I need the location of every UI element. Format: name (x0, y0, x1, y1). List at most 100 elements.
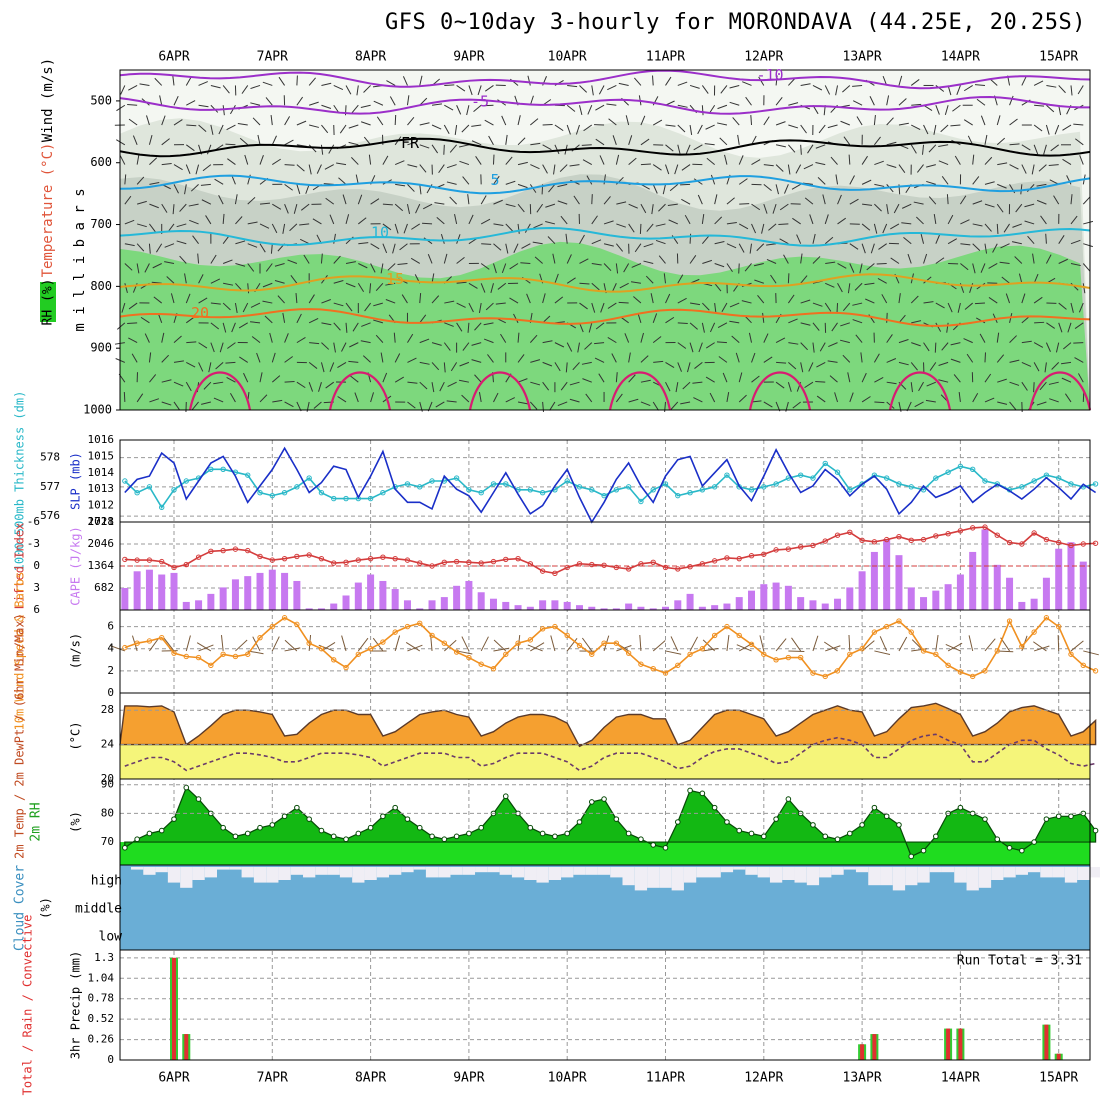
wind-barb (684, 214, 691, 225)
wind-barb (595, 322, 605, 330)
wind-barb (296, 120, 307, 126)
wind-barb (751, 400, 762, 403)
lifted-index-series-point (478, 560, 484, 566)
cape-bar (551, 600, 559, 610)
wind-barb (186, 341, 197, 344)
surface-wind-barb (1033, 645, 1050, 652)
wind-barb (226, 377, 236, 383)
cape-bar (883, 539, 891, 610)
surface-wind-barb (480, 636, 489, 652)
wind-barb (218, 195, 224, 205)
wind-barb (861, 223, 871, 231)
wind-barb (944, 105, 949, 115)
wind-barb (595, 104, 605, 111)
wind-barb (239, 356, 248, 363)
wind-barb (219, 342, 224, 353)
wind-speed-series-point (134, 640, 140, 646)
wind-barb (1045, 254, 1052, 264)
cape-bar (317, 608, 325, 610)
wind-barb (361, 322, 371, 327)
wind-barb (766, 258, 777, 264)
wind-barb (333, 322, 341, 331)
lifted-index-series-point (847, 529, 853, 535)
clear-sky-segment (892, 867, 906, 891)
wind-barb (321, 299, 331, 304)
wind-barb (173, 164, 183, 171)
wind-barb (308, 382, 314, 392)
wind-barb (222, 235, 230, 245)
wind-barb (890, 257, 900, 264)
wind-barb (1073, 342, 1084, 344)
wind-barb (259, 155, 264, 165)
wind-barb (655, 223, 666, 227)
wind-barb (910, 362, 918, 371)
cape-bar (514, 605, 522, 610)
wind-barb (483, 322, 494, 326)
wind-barb (517, 161, 528, 166)
wind-barb (296, 164, 305, 172)
thickness-tick-label: 578 (40, 451, 60, 464)
wind-barb (252, 117, 261, 126)
cape-bar (649, 608, 657, 610)
cape-bar (612, 608, 620, 610)
wind-barb (612, 135, 617, 145)
wind-barb (184, 184, 187, 195)
wind-barb (191, 401, 199, 411)
thickness-series-point (220, 466, 226, 472)
wind-barb (1015, 203, 1023, 213)
lifted-index-series-point (122, 556, 128, 563)
wind-barb (903, 237, 912, 245)
rh-point (183, 784, 190, 791)
lifted-index-series-point (318, 555, 325, 562)
temperature-contour (119, 308, 1091, 327)
wind-barb (566, 277, 576, 284)
wind-barb (1045, 124, 1050, 135)
wind-barb (731, 335, 740, 343)
wind-barb (579, 85, 588, 93)
wind-axis-label: 10m Wind Speed & Barbs (13, 572, 27, 731)
wind-barb (963, 119, 973, 126)
wind-barb (1048, 164, 1059, 166)
wind-barb (726, 243, 737, 249)
wind-barb (929, 362, 937, 371)
wind-barb (1009, 359, 1020, 363)
wind-barb (458, 379, 469, 383)
wind-barb (643, 243, 654, 248)
wind-barb (456, 322, 463, 332)
wind-barb (1009, 164, 1019, 170)
surface-wind-barb (812, 635, 819, 652)
lifted-index-series-point (736, 555, 742, 562)
wind-barb (843, 136, 851, 146)
wind-barb (270, 243, 273, 254)
wind-barb (776, 361, 787, 364)
wind-speed-series-point (847, 651, 853, 657)
wind-speed-series-point (220, 651, 226, 657)
cape-bar (784, 585, 792, 610)
rh-point (478, 824, 484, 831)
wind-barb (144, 263, 150, 273)
thickness-series-point (797, 472, 804, 478)
wind-barb (1070, 302, 1074, 313)
wind-barb (560, 381, 568, 391)
thickness-series-point (281, 490, 288, 496)
wind-speed-series-point (969, 673, 976, 680)
clear-sky-segment (278, 867, 291, 880)
wind-barb (128, 118, 138, 126)
wind-barb (980, 263, 986, 273)
wind-speed-series-point (711, 632, 718, 639)
temp-tick-label: 20 (101, 772, 114, 785)
thickness-series-point (994, 481, 1000, 487)
wind-barb (865, 298, 875, 304)
lifted-index-series-point (576, 561, 583, 567)
wind-barb (1005, 293, 1011, 304)
wind-barb (718, 356, 728, 363)
wind-barb (238, 322, 248, 329)
wind-barb (427, 254, 433, 264)
wind-barb (419, 361, 430, 365)
wind-barb (972, 263, 976, 274)
wind-speed-series-point (699, 646, 706, 652)
wind-barb (444, 300, 455, 304)
wind-barb (874, 203, 882, 212)
wind-barb (830, 156, 838, 165)
wind-barb (308, 362, 318, 369)
